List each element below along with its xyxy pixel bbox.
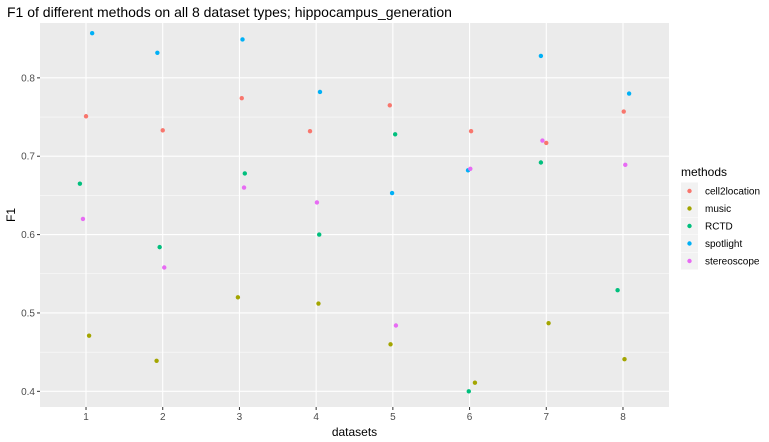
data-point <box>623 162 628 168</box>
series-rctd <box>77 132 620 394</box>
data-point <box>162 265 167 270</box>
data-point <box>77 181 83 186</box>
data-point <box>241 185 247 190</box>
grid <box>40 23 669 407</box>
y-axis-title: F1 <box>4 208 18 222</box>
legend-item-spotlight: spotlight <box>681 235 742 252</box>
x-tick-label: 4 <box>313 412 319 423</box>
data-point <box>242 171 248 176</box>
legend-item-rctd: RCTD <box>681 217 733 235</box>
data-point <box>316 301 321 306</box>
legend-label: stereoscope <box>705 257 760 268</box>
data-point <box>468 166 473 171</box>
data-point <box>155 50 160 55</box>
legend-marker <box>687 258 692 264</box>
data-point <box>239 96 244 101</box>
legend-marker <box>687 241 692 246</box>
y-tick-label: 0.4 <box>21 387 35 398</box>
data-point <box>317 232 322 237</box>
data-point <box>472 380 478 385</box>
y-tick-label: 0.7 <box>21 152 35 163</box>
data-point <box>89 30 95 36</box>
data-point <box>615 288 620 293</box>
legend-label: cell2location <box>705 187 760 198</box>
data-point <box>154 358 159 363</box>
data-point <box>544 140 549 146</box>
data-point <box>538 160 544 165</box>
plot-panel <box>40 23 669 407</box>
y-tick-label: 0.6 <box>21 230 35 241</box>
legend-item-music: music <box>681 200 731 217</box>
series-stereoscope <box>80 138 628 328</box>
data-point <box>393 323 399 328</box>
legend-label: RCTD <box>705 222 733 233</box>
data-point <box>160 128 165 133</box>
data-point <box>466 389 471 394</box>
series-spotlight <box>89 30 632 196</box>
legend-label: spotlight <box>705 239 742 250</box>
legend-title: methods <box>681 165 727 179</box>
data-points <box>77 30 632 394</box>
data-point <box>83 114 89 119</box>
x-axis: 1 2 3 4 5 6 7 8 <box>83 407 626 423</box>
data-point <box>86 333 92 338</box>
data-point <box>392 132 398 137</box>
x-tick-label: 2 <box>160 412 166 423</box>
chart-title: F1 of different methods on all 8 dataset… <box>7 4 452 20</box>
data-point <box>387 103 392 108</box>
y-tick-label: 0.8 <box>21 73 35 84</box>
x-axis-title: datasets <box>332 425 377 439</box>
legend: methods cell2location music RCTD spotlight s… <box>681 165 760 270</box>
legend-marker <box>687 188 692 194</box>
data-point <box>621 109 626 114</box>
legend-item-stereoscope: stereoscope <box>681 252 760 270</box>
data-point <box>157 244 162 250</box>
data-point <box>538 53 544 59</box>
data-point <box>626 91 632 96</box>
x-tick-label: 6 <box>467 412 473 423</box>
data-point <box>317 89 323 95</box>
x-tick-label: 1 <box>83 412 89 423</box>
data-point <box>307 128 313 134</box>
legend-marker <box>687 206 692 211</box>
x-tick-label: 8 <box>620 412 626 423</box>
data-point <box>388 342 393 347</box>
data-point <box>468 128 474 134</box>
data-point <box>240 37 245 42</box>
y-tick-label: 0.5 <box>21 308 35 319</box>
data-point <box>389 190 395 196</box>
x-tick-label: 5 <box>390 412 396 423</box>
data-point <box>622 356 627 362</box>
series-cell2location <box>83 96 626 146</box>
data-point <box>314 200 320 205</box>
legend-marker <box>687 223 692 229</box>
legend-label: music <box>705 204 731 215</box>
legend-item-cell2location: cell2location <box>681 182 760 200</box>
data-point <box>235 295 241 300</box>
data-point <box>80 216 86 222</box>
data-point <box>546 320 551 326</box>
series-music <box>86 295 627 385</box>
legend-items: cell2location music RCTD spotlight stereosco… <box>681 182 760 270</box>
x-tick-label: 3 <box>237 412 243 423</box>
y-axis: 0.4 0.5 0.6 0.7 0.8 <box>21 73 40 398</box>
x-tick-label: 7 <box>543 412 549 423</box>
data-point <box>540 138 545 143</box>
